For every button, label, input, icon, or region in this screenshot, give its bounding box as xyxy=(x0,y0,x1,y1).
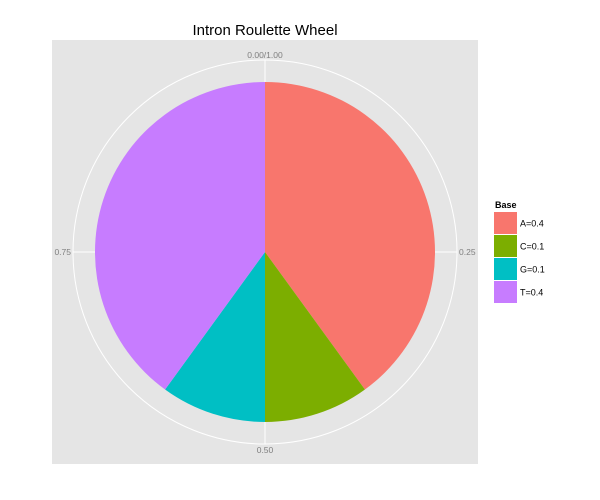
legend-title: Base xyxy=(495,200,517,210)
angular-tick-labels: 0.00/1.00 0.25 0.50 0.75 xyxy=(54,50,475,455)
legend-key-3 xyxy=(494,258,517,280)
legend-key-1 xyxy=(494,212,517,234)
angular-tick-label: 0.25 xyxy=(459,247,476,257)
legend-label-4: T=0.4 xyxy=(520,288,543,298)
legend: Base A=0.4 C=0.1 G=0.1 T=0.4 xyxy=(494,200,545,303)
legend-label-1: A=0.4 xyxy=(520,219,544,229)
pie-slice-3 xyxy=(165,252,265,422)
chart-title: Intron Roulette Wheel xyxy=(192,22,337,39)
legend-label-2: C=0.1 xyxy=(520,242,544,252)
legend-key-4 xyxy=(494,281,517,303)
angular-tick-label: 0.75 xyxy=(54,247,71,257)
pie-slice-1 xyxy=(265,82,435,390)
pie-slice-2 xyxy=(265,252,365,422)
pie-slice-4 xyxy=(95,82,266,390)
angular-tick-label: 0.50 xyxy=(257,445,274,455)
legend-label-3: G=0.1 xyxy=(520,265,545,275)
legend-items: A=0.4 C=0.1 G=0.1 T=0.4 xyxy=(494,212,545,303)
legend-key-2 xyxy=(494,235,517,257)
pie-slices xyxy=(95,82,435,422)
angular-tick-label: 0.00/1.00 xyxy=(247,50,283,60)
